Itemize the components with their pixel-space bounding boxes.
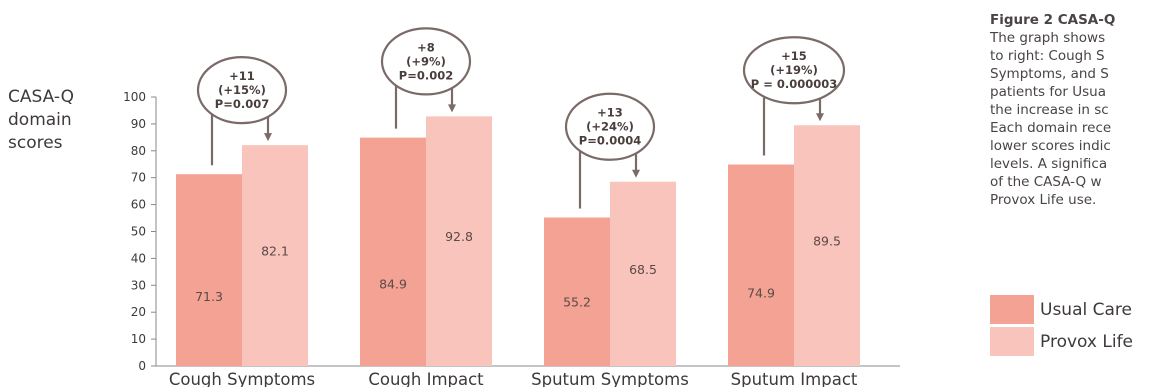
bar-provox-life [794, 125, 860, 367]
bar-value-label: 84.9 [379, 276, 407, 291]
annotation-text: +15 [781, 49, 807, 63]
y-tick-label: 20 [131, 305, 146, 319]
x-tick-label: Cough Symptoms [169, 370, 315, 387]
y-tick-label: 70 [131, 171, 146, 185]
annotation-text: +8 [417, 40, 435, 54]
annotation-arrow [448, 104, 456, 113]
legend-label-provox-life: Provox Life [1040, 331, 1134, 352]
annotation-text: (+24%) [586, 120, 634, 134]
bar-usual-care [360, 137, 426, 366]
x-tick-label: Cough Impact [368, 370, 484, 387]
y-tick-label: 40 [131, 251, 146, 265]
bar-provox-life [242, 145, 308, 366]
bar-value-label: 89.5 [813, 234, 841, 249]
legend-item-provox-life: Provox Life [990, 327, 1133, 356]
bar-value-label: 71.3 [195, 289, 223, 304]
y-axis-label: CASA-Q domain scores [8, 87, 74, 153]
bar-value-label: 55.2 [563, 295, 591, 310]
annotation-bubble [380, 27, 472, 96]
y-tick-label: 0 [138, 359, 146, 373]
y-tick-label: 100 [123, 90, 146, 104]
caption-body: The graph shows to right: Cough S Sympto… [990, 30, 1112, 208]
y-tick-label: 30 [131, 278, 146, 292]
bar-value-label: 68.5 [629, 262, 657, 277]
y-tick-label: 10 [131, 332, 146, 346]
annotation-text: (+9%) [406, 54, 446, 68]
annotation-text: P=0.002 [399, 68, 453, 82]
annotation-arrow [816, 113, 824, 122]
y-tick-label: 80 [131, 144, 146, 158]
bar-usual-care [176, 174, 242, 366]
annotation-text: P = 0.000003 [751, 77, 837, 91]
legend: Usual Care Provox Life [990, 295, 1133, 359]
annotation-text: +11 [229, 69, 255, 83]
legend-label-usual-care: Usual Care [1040, 299, 1132, 320]
y-tick-label: 60 [131, 198, 146, 212]
annotation-text: +13 [597, 106, 623, 120]
y-tick-label: 50 [131, 225, 146, 239]
x-tick-label: Sputum Symptoms [531, 370, 689, 387]
annotation-arrow [632, 169, 640, 178]
bar-value-label: 82.1 [261, 244, 289, 259]
bar-provox-life [426, 116, 492, 366]
legend-item-usual-care: Usual Care [990, 295, 1133, 324]
bar-value-label: 92.8 [445, 229, 473, 244]
annotation-arrow [264, 133, 272, 142]
annotation-bubble [564, 92, 656, 161]
legend-swatch-provox-life [990, 327, 1034, 356]
bar-value-label: 74.9 [747, 285, 775, 300]
annotation-text: (+19%) [770, 63, 818, 77]
bar-chart: 0 10 20 30 40 50 60 70 80 90 100 71.3 82.1 Cough Symp… [123, 27, 900, 387]
figure-caption: Figure 2 CASA-Q The graph shows to right… [990, 11, 1151, 209]
y-tick-label: 90 [131, 117, 146, 131]
caption-title: Figure 2 CASA-Q [990, 12, 1116, 28]
annotation-bubble [196, 56, 288, 125]
x-tick-label: Sputum Impact [731, 370, 858, 387]
annotation-bubble [742, 36, 846, 105]
annotation-text: P=0.0004 [579, 134, 641, 148]
bar-usual-care [544, 217, 610, 366]
annotation-text: P=0.007 [215, 97, 269, 111]
annotation-text: (+15%) [218, 83, 266, 97]
bar-usual-care [728, 164, 794, 366]
legend-swatch-usual-care [990, 295, 1034, 324]
bar-provox-life [610, 181, 676, 366]
